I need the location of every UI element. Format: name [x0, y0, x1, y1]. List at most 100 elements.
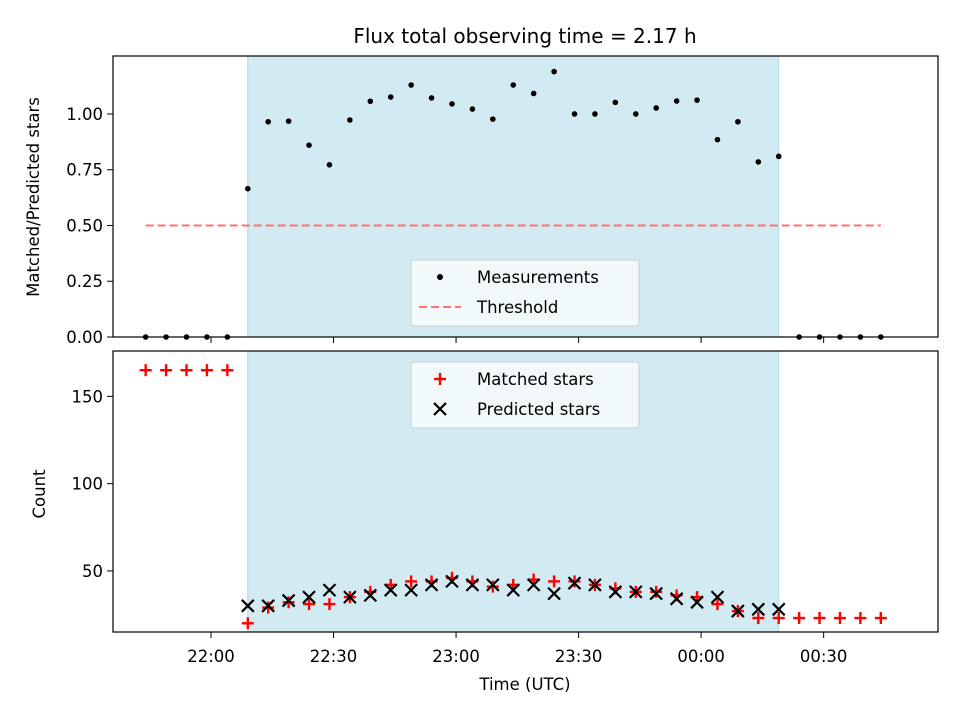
matched-point [874, 612, 887, 625]
measurement-point [449, 101, 455, 107]
measurement-point [714, 136, 721, 143]
chart-title: Flux total observing time = 2.17 h [353, 24, 696, 48]
predicted-point [628, 585, 643, 599]
matched-point [833, 612, 846, 625]
predicted-point [383, 583, 398, 597]
measurement-point [326, 162, 333, 168]
measurements-layer [142, 68, 884, 340]
predicted-point [608, 585, 623, 599]
matched-point [160, 364, 173, 377]
matched-point [568, 575, 581, 588]
bottom-ytick-label: 150 [72, 387, 104, 406]
predicted-point [588, 578, 602, 592]
measurement-point [306, 142, 312, 149]
matched-point [548, 575, 561, 588]
xtick-label: 22:00 [187, 647, 235, 666]
matched-point [282, 596, 295, 609]
predicted-point [567, 576, 582, 590]
bottom-legend: Matched stars Predicted stars [410, 361, 640, 429]
measurement-point [510, 82, 517, 88]
measurement-point [551, 68, 557, 75]
measurement-point [755, 159, 762, 165]
matched-point [772, 612, 785, 625]
predicted-point [751, 602, 766, 617]
top-y-axis-label: Matched/Predicted stars [24, 97, 43, 297]
legend-measurements: Measurements [477, 268, 599, 287]
predicted-point [710, 590, 725, 604]
matched-point [262, 601, 275, 614]
measurement-point [387, 94, 394, 100]
measurement-point [632, 111, 639, 117]
top-ytick-label: 0.25 [66, 272, 103, 291]
top-legend-box [410, 259, 640, 327]
matched-point [303, 598, 316, 611]
predicted-point [465, 578, 480, 592]
predicted-point [322, 583, 337, 597]
matched-point [752, 612, 765, 625]
predicted-point [302, 590, 316, 604]
legend-plus-marker [434, 373, 446, 385]
top-ytick-label: 1.00 [66, 105, 103, 124]
measurement-point [694, 97, 700, 103]
bottom-legend-box [410, 361, 640, 429]
predicted-point [281, 593, 296, 608]
predicted-point [404, 583, 418, 597]
x-axis-label: Time (UTC) [478, 675, 570, 694]
predicted-point [363, 588, 378, 603]
matched-point [180, 364, 193, 377]
bottom-ytick-label: 100 [72, 475, 104, 494]
matched-point [650, 585, 663, 598]
measurement-point [265, 118, 271, 125]
legend-x-marker [433, 402, 447, 416]
predicted-point [445, 574, 459, 589]
matched-point [241, 617, 254, 630]
predicted-point [669, 592, 684, 606]
measurement-point [408, 82, 414, 88]
measurement-point [735, 118, 741, 125]
xtick-label: 22:30 [310, 647, 358, 666]
bottom-ytick-label: 50 [82, 562, 103, 581]
top-axes-frame [112, 55, 939, 338]
measurement-point [428, 95, 435, 101]
matched-point [813, 612, 826, 625]
predicted-point [343, 590, 357, 604]
measurement-point [367, 98, 374, 105]
measurement-point [244, 185, 251, 192]
xtick-label: 00:30 [800, 647, 848, 666]
measurement-point [673, 98, 680, 104]
matched-point [854, 612, 867, 625]
measurement-point [469, 106, 476, 112]
xtick-label: 00:00 [677, 647, 725, 666]
predicted-point [240, 599, 255, 613]
top-ytick-label: 0.75 [66, 161, 103, 180]
predicted-point [771, 602, 786, 617]
measurement-point [653, 105, 659, 111]
xtick-label: 23:00 [432, 647, 480, 666]
matched-point [486, 580, 499, 593]
predicted-point [486, 578, 500, 592]
legend-predicted: Predicted stars [477, 400, 600, 419]
bottom-y-axis-label: Count [30, 469, 49, 519]
xtick-label: 23:30 [555, 647, 603, 666]
predicted-point [424, 578, 439, 592]
measurement-point [530, 90, 537, 97]
top-legend: Measurements Threshold [410, 259, 640, 327]
bottom-x-axis: 22:00 22:30 23:00 23:30 00:00 00:30 [187, 632, 847, 666]
counts-layer [139, 364, 887, 630]
top-ytick-label: 0.50 [66, 216, 103, 235]
measurement-point [612, 99, 619, 106]
matched-point [405, 575, 418, 588]
measurement-point [571, 111, 578, 117]
predicted-point [261, 599, 275, 613]
matched-point [711, 598, 724, 611]
top-panel: 0.00 0.25 0.50 0.75 1.00 Matched/Predicted s… [24, 55, 939, 347]
top-ytick-label: 0.00 [66, 328, 103, 347]
bottom-axes-frame [112, 350, 939, 633]
measurement-point [347, 117, 353, 123]
measurement-point [775, 153, 782, 160]
measurement-point [490, 116, 496, 122]
legend-measurement-marker [437, 274, 443, 280]
measurement-point [285, 118, 292, 124]
predicted-point [526, 578, 541, 592]
